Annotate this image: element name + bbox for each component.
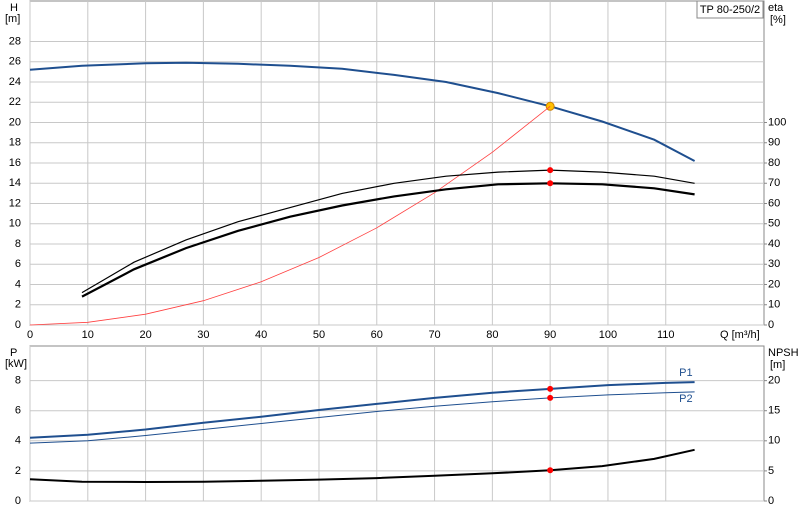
y2-tick-label: 0 (768, 495, 774, 507)
curve (29, 391, 695, 444)
id-box (696, 0, 764, 19)
y-tick-label: 16 (9, 157, 21, 169)
y-tick-label: 2 (15, 299, 21, 311)
y2-tick-label: 40 (768, 238, 780, 250)
x-axis-label: Q [m³/h] (720, 329, 760, 341)
y2-tick-label: 10 (768, 299, 780, 311)
y2-tick-label: 70 (768, 177, 780, 189)
y2-tick-label: 50 (768, 218, 780, 230)
duty-point (547, 167, 554, 174)
x-tick-label: 10 (82, 329, 94, 341)
y-axis-unit: [kW] (5, 358, 27, 370)
y2-axis-unit: [m] (770, 359, 785, 371)
y2-axis-unit: [%] (770, 14, 786, 26)
y-tick-label: 6 (15, 405, 21, 417)
curve (29, 61, 696, 162)
y-axis-unit: [m] (5, 13, 20, 25)
x-tick-label: 30 (197, 329, 209, 341)
y-tick-label: 22 (9, 96, 21, 108)
curve (29, 105, 551, 326)
duty-point (547, 394, 554, 401)
curve (29, 448, 695, 484)
y-tick-label: 8 (15, 238, 21, 250)
x-tick-label: 50 (313, 329, 325, 341)
y2-tick-label: 80 (768, 157, 780, 169)
y-tick-label: 14 (9, 177, 21, 189)
x-tick-label: 90 (544, 329, 556, 341)
y-tick-label: 26 (9, 56, 21, 68)
x-tick-label: 70 (428, 329, 440, 341)
y2-tick-label: 30 (768, 258, 780, 270)
plot-area (29, 345, 765, 502)
y-tick-label: 0 (15, 495, 21, 507)
y-axis-label: H (10, 2, 18, 14)
y2-tick-label: 90 (768, 137, 780, 149)
series-label: P1 (679, 367, 692, 379)
y2-tick-label: 20 (768, 375, 780, 387)
y2-tick-label: 15 (768, 405, 780, 417)
y2-tick-label: 60 (768, 197, 780, 209)
y-tick-label: 0 (15, 319, 21, 331)
y2-tick-label: 10 (768, 435, 780, 447)
y2-tick-label: 5 (768, 465, 774, 477)
duty-point (547, 467, 554, 474)
y2-axis-label: NPSH (768, 347, 799, 359)
curve (81, 182, 695, 298)
x-tick-label: 0 (27, 329, 33, 341)
x-tick-label: 40 (255, 329, 267, 341)
duty-point (547, 180, 554, 187)
x-tick-label: 80 (486, 329, 498, 341)
y-tick-label: 20 (9, 116, 21, 128)
curve (29, 381, 695, 439)
x-tick-label: 60 (371, 329, 383, 341)
y-axis-label: P (10, 347, 17, 359)
y-tick-label: 12 (9, 197, 21, 209)
y2-tick-label: 0 (768, 319, 774, 331)
y-tick-label: 6 (15, 258, 21, 270)
y-tick-label: 4 (15, 435, 21, 447)
duty-point (547, 385, 554, 392)
y-tick-label: 18 (9, 137, 21, 149)
curve (81, 169, 695, 294)
y-tick-label: 2 (15, 465, 21, 477)
x-tick-label: 110 (657, 329, 675, 341)
y-tick-label: 24 (9, 76, 21, 88)
y-tick-label: 10 (9, 218, 21, 230)
x-tick-label: 20 (139, 329, 151, 341)
y-tick-label: 4 (15, 278, 21, 290)
id-label: TP 80-250/2 (700, 4, 760, 16)
y-tick-label: 28 (9, 35, 21, 47)
y-tick-label: 8 (15, 375, 21, 387)
series-label: P2 (679, 393, 692, 405)
y2-axis-label: eta (768, 2, 784, 14)
x-tick-label: 100 (599, 329, 617, 341)
y2-tick-label: 100 (768, 116, 786, 128)
y2-tick-label: 20 (768, 278, 780, 290)
